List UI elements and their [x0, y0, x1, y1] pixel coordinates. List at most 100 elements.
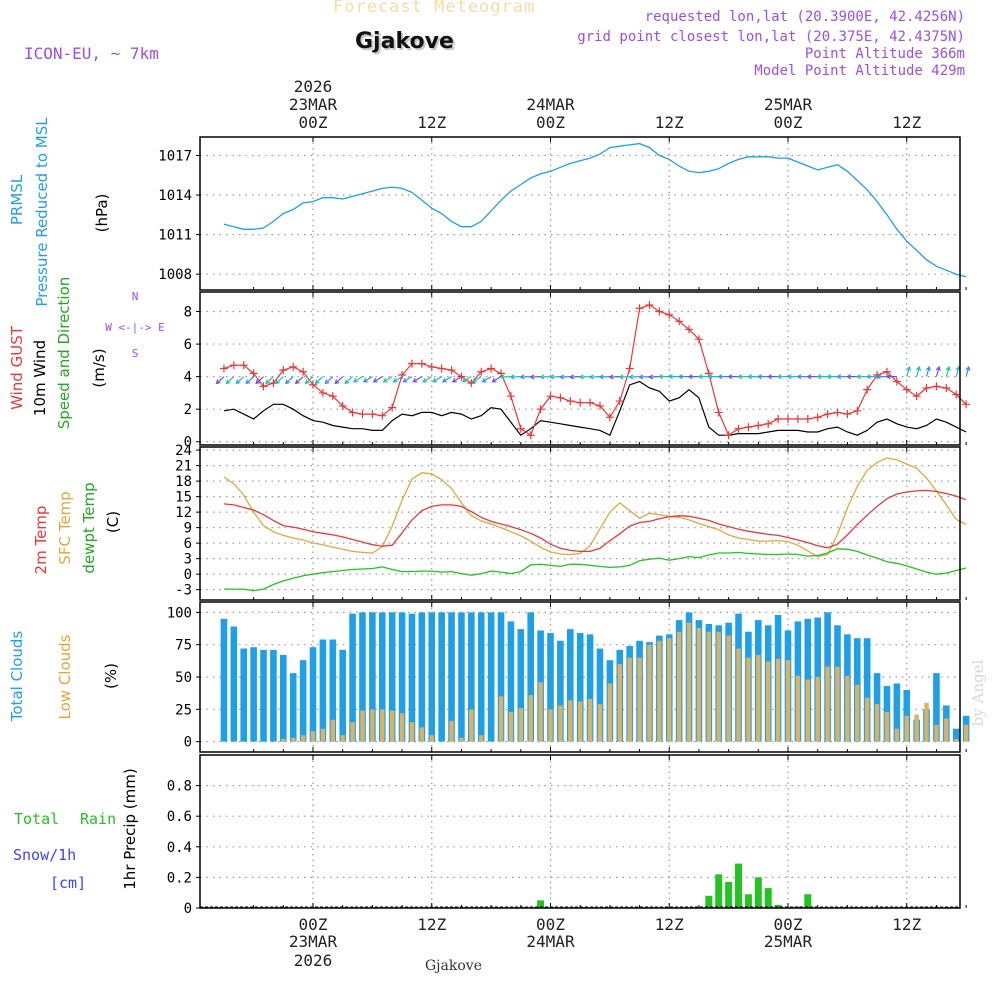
top-time-label: 00Z	[299, 113, 328, 132]
cloud-low-bar	[954, 739, 959, 742]
cloud-total-bar	[517, 629, 525, 742]
cloud-total-bar	[458, 612, 465, 742]
gust-marker	[645, 301, 654, 310]
cloud-total-bar	[289, 673, 297, 742]
cloud-low-bar	[825, 666, 830, 742]
y-tick-label: 2	[184, 402, 192, 418]
temp-2m-label: 2m Temp	[32, 506, 50, 575]
cloud-total-bar	[576, 633, 584, 742]
panel-clouds: 0 25 50 75 100	[167, 602, 967, 752]
gust-marker	[546, 392, 555, 401]
wind-unit-label: (m/s)	[90, 348, 108, 387]
cloud-low-bar	[815, 677, 820, 742]
wind-arrow	[275, 376, 284, 384]
wind-arrow-head	[836, 374, 842, 380]
panel-frame	[199, 754, 961, 909]
wind-arrow-head	[816, 374, 822, 380]
location-title: Gjakove	[355, 29, 454, 54]
cloud-low-bar	[934, 724, 939, 742]
gust-marker	[457, 372, 466, 381]
wind-arrow-head	[875, 374, 881, 380]
cloud-low-bar	[855, 684, 860, 742]
cloud-low-bar	[805, 679, 810, 742]
gust-marker	[437, 364, 446, 373]
pressure-label-prmsl: PRMSL	[8, 174, 26, 225]
cloud-total-bar	[586, 634, 594, 742]
wind-arrow-head	[284, 379, 290, 385]
cloud-low-bar	[558, 705, 563, 742]
wind-10m-line	[223, 380, 967, 437]
gust-marker	[764, 419, 773, 428]
cloud-low-bar	[370, 709, 375, 742]
wind-arrow	[265, 376, 274, 384]
cloud-low-bar	[409, 722, 415, 742]
y-tick-label: 0.6	[167, 809, 192, 825]
watermark: by Angel	[969, 659, 987, 726]
gust-marker	[338, 401, 347, 410]
wind-arrow	[325, 376, 334, 384]
wind-arrow	[235, 376, 245, 384]
cloud-low-bar	[538, 682, 543, 742]
cloud-low-bar	[310, 731, 316, 742]
wind-arrow-head	[717, 374, 723, 380]
cloud-total-bar	[863, 638, 871, 742]
cloud-low-bar	[963, 724, 969, 742]
gust-marker	[843, 410, 852, 419]
cloud-low-bar	[924, 702, 929, 742]
gust-marker	[685, 325, 694, 334]
top-time-label: 00Z	[774, 113, 803, 132]
gust-marker	[259, 382, 268, 391]
wind-arrow-head	[667, 374, 673, 380]
temp-dewpt-line	[223, 548, 967, 592]
wind-arrow	[432, 376, 442, 383]
gust-marker	[744, 423, 753, 432]
gust-marker	[388, 403, 397, 412]
cloud-total-bar	[299, 660, 307, 742]
cloud-low-bar	[300, 735, 306, 742]
cloud-total-bar	[240, 648, 248, 742]
wind-arrow-head	[559, 374, 565, 380]
cloud-total-bar	[468, 612, 475, 742]
grid-coords: grid point closest lon,lat (20.375E, 42.…	[577, 29, 965, 45]
y-tick-label: 8	[184, 305, 192, 321]
wind-arrow-head	[412, 377, 418, 383]
compass-axis: W <-|-> E	[105, 321, 165, 334]
cloud-low-bar	[884, 711, 890, 742]
bottom-time-label: 00Z	[774, 915, 803, 934]
wind-arrow-head	[275, 379, 280, 385]
y-tick-label: 1017	[158, 148, 192, 164]
gust-marker	[902, 385, 911, 394]
precip-snow-label: Snow/1h	[13, 846, 76, 864]
gust-marker	[566, 397, 575, 406]
wind-arrow-head	[906, 365, 912, 372]
y-tick-label: 0	[184, 735, 192, 751]
gust-marker	[635, 304, 644, 313]
wind-arrow	[916, 366, 920, 377]
wind-arrow-head	[727, 374, 733, 380]
wind-arrow-head	[648, 374, 654, 380]
bottom-time-label: 00Z	[536, 915, 565, 934]
cloud-total-bar	[329, 639, 337, 742]
cloud-low-bar	[657, 640, 662, 742]
bottom-day-label: 23MAR	[289, 932, 338, 951]
precip-rain-label: Rain	[80, 810, 116, 828]
cloud-low-bar	[360, 710, 365, 742]
gust-marker	[952, 390, 961, 399]
temp-sfc-line	[223, 457, 967, 558]
wind-arrow-head	[628, 374, 634, 380]
y-tick-label: 25	[175, 702, 192, 718]
y-tick-label: 3	[184, 552, 192, 568]
gust-marker	[655, 307, 664, 316]
cloud-low-bar	[459, 737, 464, 742]
gust-marker	[892, 377, 901, 386]
y-tick-label: 6	[184, 536, 192, 552]
gust-marker	[318, 388, 327, 397]
cloud-total-bar	[220, 618, 228, 742]
cloud-total-bar	[418, 612, 426, 742]
panel-frame	[199, 291, 961, 446]
wind-speed-dir-label: Speed and Direction	[55, 277, 73, 430]
cloud-low-bar	[419, 727, 425, 742]
cloud-total-bar	[408, 613, 416, 742]
